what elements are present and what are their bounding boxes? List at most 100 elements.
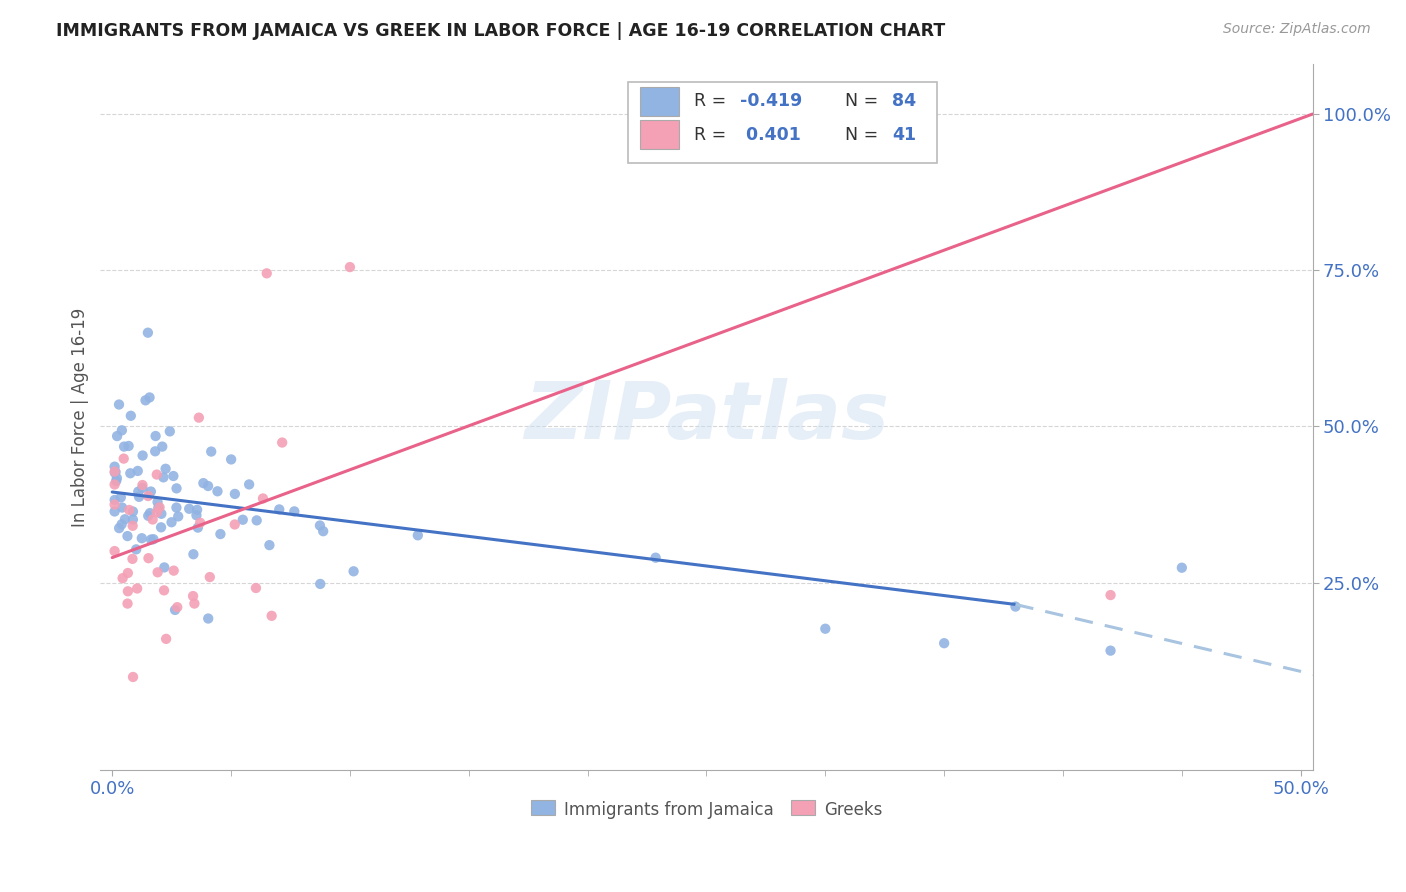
Point: [245, 581, 267, 595]
Point: [186, 503, 208, 517]
Point: [150, 507, 173, 521]
Point: [108, 397, 131, 411]
Bar: [640, 120, 679, 150]
Point: [104, 466, 127, 480]
Point: [644, 550, 666, 565]
Point: [165, 603, 187, 617]
Point: [269, 502, 291, 516]
Point: [148, 500, 170, 515]
Point: [309, 577, 332, 591]
Point: [406, 528, 429, 542]
Point: [159, 425, 181, 439]
Point: [136, 326, 159, 340]
Point: [105, 474, 128, 488]
Point: [897, 103, 920, 118]
Point: [136, 508, 159, 523]
Point: [152, 470, 174, 484]
Point: [1099, 643, 1122, 657]
Point: [1171, 560, 1194, 574]
Point: [127, 464, 149, 478]
Point: [162, 469, 184, 483]
Point: [934, 636, 956, 650]
Point: [187, 520, 209, 534]
Point: [131, 481, 153, 495]
Point: [232, 513, 254, 527]
Point: [131, 478, 153, 492]
Y-axis label: In Labor Force | Age 16-19: In Labor Force | Age 16-19: [72, 308, 89, 526]
Text: IMMIGRANTS FROM JAMAICA VS GREEK IN LABOR FORCE | AGE 16-19 CORRELATION CHART: IMMIGRANTS FROM JAMAICA VS GREEK IN LABO…: [56, 22, 945, 40]
Point: [143, 444, 166, 458]
Point: [252, 491, 274, 506]
Point: [128, 490, 150, 504]
Point: [148, 500, 170, 515]
Point: [167, 509, 190, 524]
Point: [142, 512, 165, 526]
Point: [814, 622, 837, 636]
Point: [114, 512, 136, 526]
Point: [146, 495, 169, 509]
Point: [120, 409, 142, 423]
Point: [112, 440, 135, 454]
Point: [155, 632, 177, 646]
Point: [155, 462, 177, 476]
Text: 84: 84: [891, 93, 917, 111]
Point: [117, 597, 139, 611]
Point: [197, 611, 219, 625]
Point: [111, 571, 134, 585]
Point: [104, 459, 127, 474]
Point: [153, 560, 176, 574]
Point: [198, 570, 221, 584]
Point: [105, 471, 128, 485]
FancyBboxPatch shape: [627, 82, 936, 163]
Text: N =: N =: [834, 93, 883, 111]
Point: [271, 435, 294, 450]
Point: [146, 467, 169, 482]
Point: [131, 449, 153, 463]
Point: [1004, 599, 1026, 614]
Point: [110, 491, 132, 505]
Point: [200, 444, 222, 458]
Point: [146, 566, 169, 580]
Bar: [640, 87, 679, 116]
Point: [160, 515, 183, 529]
Point: [238, 477, 260, 491]
Point: [246, 513, 269, 527]
Point: [105, 429, 128, 443]
Point: [179, 501, 201, 516]
Point: [166, 600, 188, 615]
Point: [193, 476, 215, 491]
Point: [342, 564, 364, 578]
Point: [187, 410, 209, 425]
Point: [139, 506, 162, 520]
Text: N =: N =: [834, 126, 883, 144]
Point: [186, 508, 208, 523]
Point: [260, 608, 283, 623]
Point: [1099, 588, 1122, 602]
Point: [256, 266, 278, 280]
Point: [111, 423, 134, 437]
Point: [127, 484, 149, 499]
Point: [183, 547, 205, 561]
Text: 41: 41: [891, 126, 917, 144]
Point: [209, 527, 232, 541]
Point: [104, 498, 127, 512]
Point: [165, 500, 187, 515]
Point: [139, 533, 162, 547]
Point: [118, 503, 141, 517]
Point: [122, 670, 145, 684]
Point: [138, 551, 160, 566]
Point: [150, 520, 173, 534]
Point: [121, 518, 143, 533]
Point: [207, 484, 229, 499]
Text: R =: R =: [695, 93, 733, 111]
Point: [121, 552, 143, 566]
Point: [139, 484, 162, 499]
Point: [108, 521, 131, 535]
Point: [142, 532, 165, 546]
Point: [166, 482, 188, 496]
Point: [181, 589, 204, 603]
Point: [183, 597, 205, 611]
Point: [197, 479, 219, 493]
Point: [104, 465, 127, 479]
Point: [111, 500, 134, 515]
